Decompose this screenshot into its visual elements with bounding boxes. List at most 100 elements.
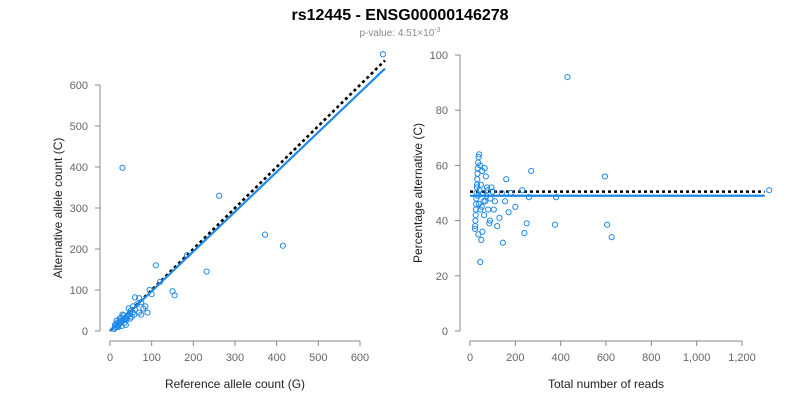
data-point xyxy=(494,223,501,230)
x-tick-label: 100 xyxy=(142,352,160,364)
x-tick-label: 0 xyxy=(107,352,113,364)
x-tick-label: 600 xyxy=(597,352,615,364)
data-point xyxy=(279,242,287,249)
data-point xyxy=(171,292,178,299)
data-point xyxy=(122,321,129,328)
data-point xyxy=(487,195,494,202)
data-point xyxy=(505,209,512,216)
y-tick-label: 100 xyxy=(70,285,88,297)
x-axis-title: Total number of reads xyxy=(548,377,664,391)
data-point xyxy=(528,167,535,175)
data-point xyxy=(496,214,503,221)
plot-allele-counts: 0 100 200 300 400 500 600 0 100 200 300 400 500 600 Re… xyxy=(51,51,387,391)
data-point xyxy=(472,223,479,230)
data-point xyxy=(474,176,481,183)
data-point xyxy=(499,239,506,246)
x-axis-title: Reference allele count (G) xyxy=(165,377,305,391)
x-tick-label: 600 xyxy=(351,352,369,364)
data-point xyxy=(551,221,559,228)
data-point xyxy=(475,231,482,238)
data-point xyxy=(477,258,484,266)
y-tick-label: 300 xyxy=(70,203,88,215)
pvalue-text: p-value: 4.51×10 xyxy=(359,28,434,39)
data-point xyxy=(502,198,509,205)
data-point xyxy=(113,320,120,327)
data-point xyxy=(498,189,505,197)
data-point xyxy=(766,187,773,194)
data-point xyxy=(564,73,571,81)
y-tick-label: 40 xyxy=(436,216,448,228)
data-point xyxy=(608,234,615,241)
y-tick-label: 80 xyxy=(436,105,448,117)
data-point xyxy=(471,225,479,232)
data-point xyxy=(261,231,269,238)
data-point xyxy=(479,228,486,235)
x-tick-label: 200 xyxy=(506,352,524,364)
data-point xyxy=(519,187,526,194)
y-tick-label: 400 xyxy=(70,162,88,174)
y-tick-label: 100 xyxy=(430,50,448,62)
data-point xyxy=(491,198,499,205)
data-point xyxy=(479,167,486,175)
x-tick-label: 800 xyxy=(642,352,660,364)
data-point xyxy=(156,278,164,285)
x-tick-label: 400 xyxy=(551,352,569,364)
y-tick-label: 600 xyxy=(70,80,88,92)
fit-line xyxy=(109,67,386,332)
y-tick-label: 60 xyxy=(436,160,448,172)
data-point xyxy=(512,203,519,210)
data-point xyxy=(472,211,479,219)
y-axis-title: Percentage alternative (C) xyxy=(411,123,425,263)
data-point xyxy=(485,206,492,213)
data-point xyxy=(131,311,138,318)
data-point xyxy=(133,301,141,308)
data-point xyxy=(482,198,489,205)
data-point xyxy=(118,314,125,321)
data-point xyxy=(553,194,560,201)
data-point xyxy=(113,317,120,324)
data-point xyxy=(119,164,126,171)
data-point xyxy=(503,176,510,183)
data-point xyxy=(525,194,533,201)
data-point xyxy=(138,311,145,318)
pvalue-exponent: -3 xyxy=(434,27,440,34)
data-point xyxy=(523,220,530,227)
data-point xyxy=(480,211,488,219)
data-point xyxy=(477,206,484,213)
data-point xyxy=(216,192,223,199)
pvalue-subtitle: p-value: 4.51×10-3 xyxy=(359,27,440,39)
reference-line xyxy=(109,59,386,332)
data-point xyxy=(507,189,514,197)
data-point xyxy=(126,315,134,322)
data-point xyxy=(148,291,155,298)
data-point xyxy=(474,192,482,199)
data-point xyxy=(379,51,387,58)
x-tick-label: 1,000 xyxy=(683,352,711,364)
data-point xyxy=(486,217,494,224)
data-point xyxy=(488,184,495,191)
x-tick-label: 1,200 xyxy=(728,352,756,364)
data-point xyxy=(144,309,151,316)
data-point xyxy=(111,324,119,331)
data-point xyxy=(472,217,479,224)
chart-title: rs12445 - ENSG00000146278 xyxy=(291,7,508,24)
plot-percentage-alternative: 0 200 400 600 800 1,000 1,200 0 20 40 60 80 100 Total… xyxy=(411,50,773,391)
data-point xyxy=(118,322,125,330)
y-tick-label: 0 xyxy=(82,326,88,338)
x-tick-label: 200 xyxy=(184,352,202,364)
y-tick-label: 0 xyxy=(442,326,448,338)
x-tick-label: 0 xyxy=(467,352,473,364)
x-tick-label: 300 xyxy=(226,352,244,364)
data-point xyxy=(125,305,132,312)
y-tick-label: 20 xyxy=(436,271,448,283)
data-point xyxy=(476,162,484,169)
data-point xyxy=(142,303,149,310)
data-point xyxy=(119,311,126,318)
data-point xyxy=(131,294,139,301)
y-tick-label: 500 xyxy=(70,121,88,133)
y-tick-label: 200 xyxy=(70,244,88,256)
data-point xyxy=(486,220,493,227)
data-point xyxy=(483,184,491,191)
y-axis-title: Alternative allele count (C) xyxy=(51,138,65,279)
